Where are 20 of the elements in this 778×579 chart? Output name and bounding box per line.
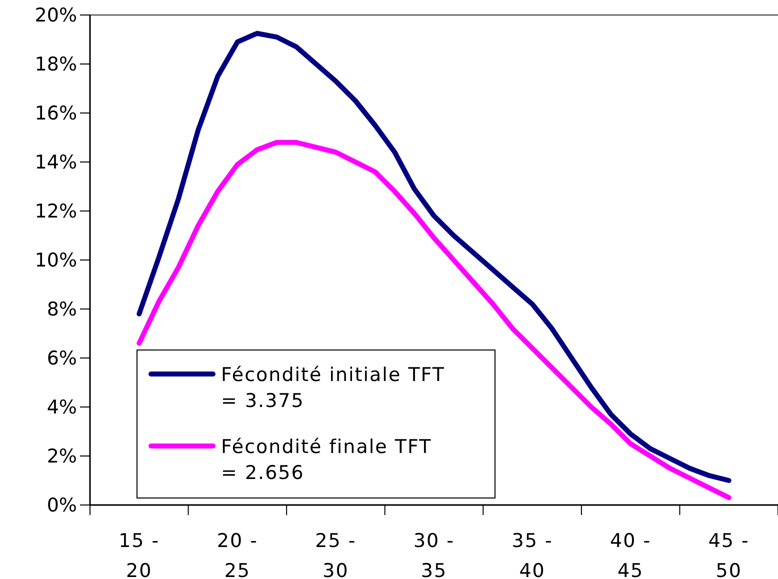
x-tick-label: 30 - 35 [413,530,455,579]
x-tick-label: 35 - 40 [512,530,553,579]
x-tick-label: 25 - 30 [315,530,356,579]
y-tick-label: 4% [46,396,77,419]
y-tick-label: 2% [46,446,77,468]
x-tick-label: 45 - 50 [708,530,750,579]
y-tick-label: 20% [34,4,77,27]
y-tick-label: 14% [34,152,77,174]
y-tick-label: 10% [34,250,77,272]
x-tick-label: 40 - 45 [610,530,652,579]
y-tick-label: 6% [46,348,77,370]
y-tick-label: 12% [34,200,77,223]
y-tick-label: 16% [34,102,77,125]
x-tick-label: 15 - 20 [118,530,160,579]
y-tick-label: 0% [46,494,77,517]
x-tick-label: 20 - 25 [216,530,258,579]
y-tick-label: 8% [46,298,77,321]
legend-label: Fécondité finale TFT = 2.656 [221,436,432,484]
y-tick-label: 18% [34,54,77,76]
legend-label: Fécondité initiale TFT = 3.375 [221,364,445,412]
